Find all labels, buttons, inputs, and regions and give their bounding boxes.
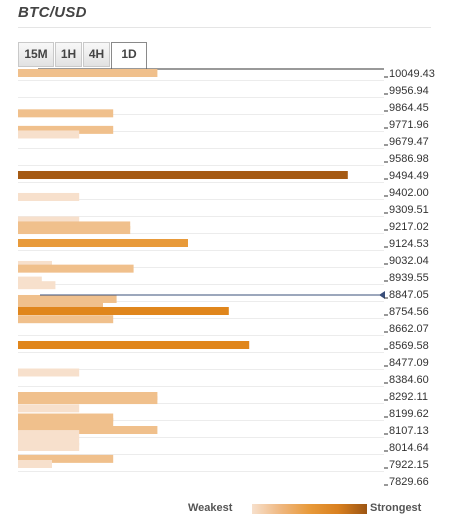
current-price-marker (379, 291, 385, 300)
price-tick-label: 8292.11 (389, 391, 428, 403)
strength-bar (18, 307, 229, 316)
price-tick-label: 9402.00 (389, 187, 429, 199)
timeframe-tabs: 15M 1H 4H 1D (18, 42, 148, 69)
strength-bar (18, 396, 158, 405)
price-tick-label: 10049.43 (389, 68, 435, 80)
strength-bar (18, 341, 250, 350)
price-tick-label: 9771.96 (389, 119, 429, 131)
legend-weakest-label: Weakest (188, 502, 233, 514)
strength-bar (18, 125, 114, 134)
price-tick-label: 9309.51 (389, 204, 429, 216)
strength-bar (18, 221, 131, 230)
chart-title: BTC/USD (18, 4, 87, 21)
strength-bar (18, 281, 56, 290)
strength-bar (18, 294, 117, 303)
strength-bar (18, 264, 134, 273)
tab-15m[interactable]: 15M (18, 42, 54, 67)
price-tick-label: 9586.98 (389, 153, 429, 165)
strength-bar (18, 392, 158, 401)
price-tick-label: 8384.60 (389, 374, 429, 386)
strength-bar (18, 426, 158, 435)
strength-bar (18, 170, 348, 179)
strength-bar (18, 404, 80, 413)
strength-bar (18, 315, 114, 324)
strength-bar (18, 368, 80, 377)
tab-1h[interactable]: 1H (55, 42, 82, 67)
tab-1d[interactable]: 1D (111, 42, 147, 69)
price-tick-label: 9124.53 (389, 238, 429, 250)
price-tick-label: 8014.64 (389, 442, 429, 454)
tab-4h[interactable]: 4H (83, 42, 110, 67)
price-tick-label: 8847.05 (389, 289, 429, 301)
price-tick-label: 8754.56 (389, 306, 429, 318)
strength-bar (18, 109, 114, 118)
strength-bar (18, 216, 80, 225)
price-tick-label: 8477.09 (389, 357, 429, 369)
strength-bar (18, 226, 131, 235)
price-tick-label: 9494.49 (389, 170, 429, 182)
price-tick-label: 8939.55 (389, 272, 429, 284)
price-tick-label: 9864.45 (389, 102, 429, 114)
price-tick-label: 8569.58 (389, 340, 429, 352)
strength-bar (18, 192, 80, 201)
price-tick-label: 7922.15 (389, 459, 429, 471)
strength-bar (18, 460, 52, 469)
price-tick-label: 7829.66 (389, 476, 429, 488)
strength-bar (18, 276, 42, 285)
strength-bar (18, 413, 114, 422)
price-tick-label: 9956.94 (389, 85, 429, 97)
strength-bar (18, 130, 80, 139)
price-tick-label: 8662.07 (389, 323, 429, 335)
title-divider (18, 27, 431, 28)
strength-bar (18, 454, 114, 463)
price-tick-label: 9679.47 (389, 136, 429, 148)
strength-bar (18, 437, 80, 446)
strength-bar (18, 418, 114, 427)
strength-bar (18, 443, 80, 452)
strength-bar (18, 430, 80, 439)
price-tick-label: 8199.62 (389, 408, 429, 420)
legend-strongest-label: Strongest (370, 502, 422, 514)
price-tick-label: 9217.02 (389, 221, 429, 233)
strength-bar (18, 69, 158, 77)
strength-bar (18, 238, 188, 247)
price-tick-label: 9032.04 (389, 255, 429, 267)
price-tick-label: 8107.13 (389, 425, 429, 437)
legend-strength-scale (252, 504, 367, 514)
strength-bar (18, 299, 103, 308)
